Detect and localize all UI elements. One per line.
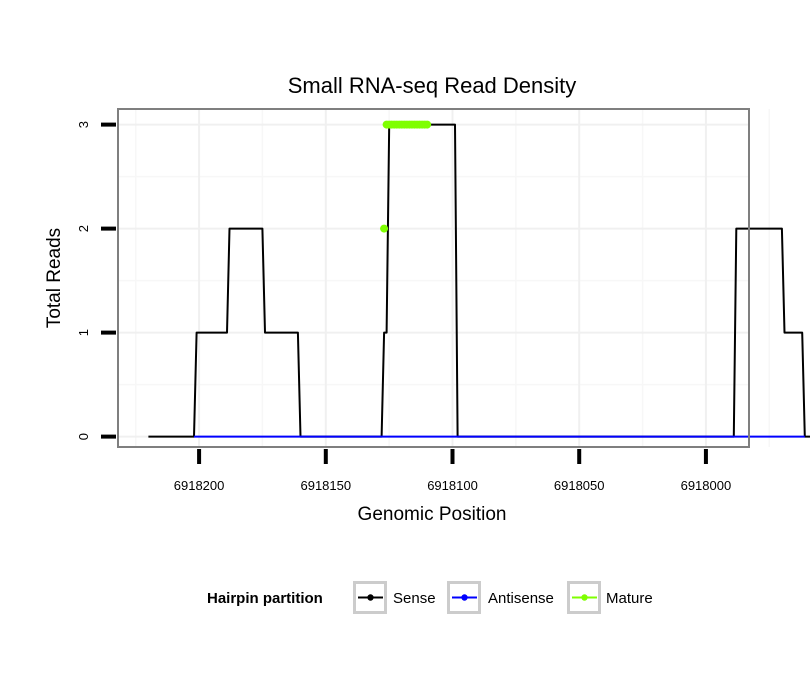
- chart-title: Small RNA-seq Read Density: [288, 73, 577, 98]
- y-tick-label: 2: [76, 225, 91, 232]
- mature-point: [423, 120, 432, 129]
- legend-key-point: [581, 594, 588, 601]
- series-layer: [148, 120, 810, 438]
- legend: Hairpin partition Sense Antisense Mature: [207, 581, 653, 614]
- x-tick-label: 6918050: [554, 478, 605, 493]
- y-axis-title: Total Reads: [44, 228, 65, 328]
- y-tick-label: 1: [76, 329, 91, 336]
- legend-key-point: [461, 594, 468, 601]
- legend-label-antisense: Antisense: [488, 590, 554, 607]
- legend-key-point: [367, 594, 374, 601]
- x-tick-label: 6918200: [174, 478, 225, 493]
- plot-panel: [118, 109, 749, 447]
- x-tick-label: 6918100: [427, 478, 478, 493]
- legend-label-mature: Mature: [606, 590, 653, 607]
- x-axis-title: Genomic Position: [358, 504, 507, 525]
- y-tick-label: 3: [76, 121, 91, 128]
- x-tick-label: 6918000: [681, 478, 732, 493]
- legend-item-mature: Mature: [567, 581, 653, 614]
- axes: 6918200 6918150 6918100 6918050 6918000 0 1 2 3: [76, 121, 731, 493]
- y-tick-label: 0: [76, 433, 91, 440]
- legend-label-sense: Sense: [393, 590, 436, 607]
- legend-title: Hairpin partition: [207, 590, 323, 607]
- mature-point: [380, 224, 389, 233]
- plot-border: [117, 108, 750, 448]
- legend-item-antisense: Antisense: [447, 581, 554, 614]
- legend-item-sense: Sense: [353, 581, 436, 614]
- x-tick-label: 6918150: [300, 478, 351, 493]
